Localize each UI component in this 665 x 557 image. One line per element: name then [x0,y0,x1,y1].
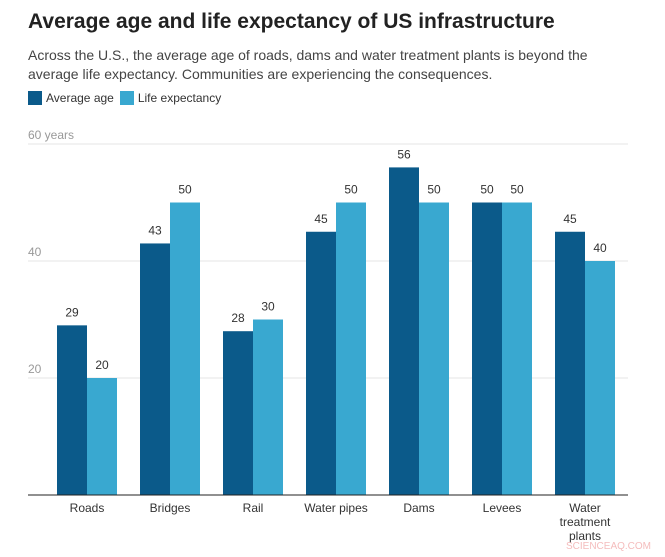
legend-label: Average age [46,91,114,105]
data-label: 20 [95,358,109,372]
x-tick-label: Bridges [150,501,191,515]
legend-item-average-age: Average age [28,91,114,105]
data-label: 50 [480,183,494,197]
y-tick-label: 20 [28,362,42,376]
x-tick-label: plants [569,529,601,543]
y-tick-label: 40 [28,245,42,259]
data-label: 40 [593,241,607,255]
bar-life-expectancy [419,202,449,495]
bar-average-age [223,331,253,495]
bar-life-expectancy [585,261,615,495]
legend: Average age Life expectancy [28,91,227,105]
legend-item-life-expectancy: Life expectancy [119,91,222,105]
bar-average-age [389,167,419,495]
data-label: 50 [510,183,524,197]
x-tick-label: treatment [560,515,611,529]
data-label: 30 [261,300,275,314]
watermark: SCIENCEAQ.COM [566,541,652,552]
x-tick-label: Water [569,501,601,515]
data-label: 50 [427,183,441,197]
data-label: 50 [344,183,358,197]
x-tick-label: Levees [483,501,522,515]
bar-life-expectancy [253,319,283,495]
bar-average-age [555,231,585,495]
data-label: 43 [148,223,162,237]
data-label: 45 [563,212,577,226]
data-label: 45 [314,212,328,226]
data-label: 29 [65,305,79,319]
data-label: 50 [178,183,192,197]
legend-swatch [119,91,134,105]
chart-subtitle: Across the U.S., the average age of road… [28,47,588,82]
bar-average-age [140,243,170,495]
x-tick-label: Water pipes [304,501,368,515]
bar-life-expectancy [170,202,200,495]
data-label: 56 [397,147,411,161]
legend-label: Life expectancy [137,91,222,105]
bar-life-expectancy [502,202,532,495]
bar-average-age [306,231,336,495]
legend-swatch [28,91,42,105]
bar-life-expectancy [336,202,366,495]
x-tick-label: Roads [70,501,105,515]
y-tick-label: 60 years [28,128,74,142]
bar-average-age [472,202,502,495]
data-label: 28 [231,311,245,325]
x-tick-label: Dams [403,501,434,515]
bar-average-age [57,325,87,495]
chart-title: Average age and life expectancy of US in… [28,10,555,33]
bar-life-expectancy [87,378,117,495]
x-tick-label: Rail [243,501,264,515]
